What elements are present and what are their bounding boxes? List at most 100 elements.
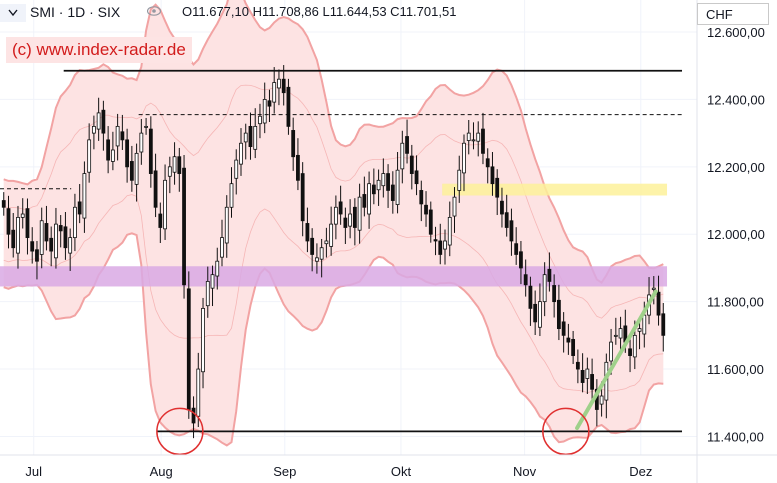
candle-body-93 bbox=[443, 240, 447, 250]
candle-body-30 bbox=[144, 125, 148, 128]
candle-body-10 bbox=[49, 237, 54, 252]
y-tick-label-5: 12.400,00 bbox=[707, 92, 765, 107]
candle-body-109 bbox=[519, 251, 523, 269]
candle-body-80 bbox=[381, 173, 386, 187]
candle-body-4 bbox=[20, 213, 25, 218]
candle-body-124 bbox=[590, 374, 595, 390]
candle-body-106 bbox=[504, 212, 509, 228]
candle-body-115 bbox=[547, 268, 552, 282]
watermark: (c) www.index-radar.de bbox=[6, 37, 192, 63]
candle-body-108 bbox=[514, 243, 519, 255]
candle-body-81 bbox=[386, 173, 390, 191]
candle-body-0 bbox=[1, 200, 6, 208]
candle-body-55 bbox=[262, 99, 267, 124]
candle-body-28 bbox=[134, 152, 139, 185]
candle-body-113 bbox=[538, 301, 542, 328]
candle-body-85 bbox=[405, 136, 409, 154]
y-tick-label-1: 11.600,00 bbox=[707, 362, 764, 377]
candle-body-20 bbox=[96, 112, 101, 130]
candle-body-44 bbox=[210, 274, 215, 289]
yellow-zone bbox=[442, 183, 668, 196]
candle-body-49 bbox=[234, 159, 239, 179]
candle-body-45 bbox=[215, 260, 220, 277]
candle-body-86 bbox=[409, 155, 414, 174]
candle-body-61 bbox=[291, 130, 296, 158]
candle-body-60 bbox=[286, 86, 291, 127]
bollinger-inner-upper bbox=[3, 84, 664, 319]
marker-low-aug bbox=[156, 407, 204, 456]
candle-body-9 bbox=[44, 223, 49, 242]
candle-body-7 bbox=[35, 249, 39, 262]
candle-body-73 bbox=[348, 213, 353, 227]
candle-body-103 bbox=[490, 166, 495, 185]
candle-body-41 bbox=[196, 368, 201, 417]
candle-body-133 bbox=[632, 334, 637, 358]
bollinger-band-fill bbox=[3, 0, 664, 446]
candle-body-110 bbox=[523, 274, 528, 286]
candle-body-29 bbox=[139, 132, 144, 153]
candle-body-42 bbox=[201, 307, 205, 373]
price-axis-bg bbox=[697, 0, 777, 483]
candle-body-33 bbox=[158, 213, 163, 228]
candle-body-111 bbox=[528, 285, 533, 309]
candle-body-134 bbox=[637, 328, 642, 332]
candle-body-52 bbox=[248, 125, 253, 148]
x-tick-label-2: Sep bbox=[273, 464, 296, 479]
candle-body-32 bbox=[153, 170, 158, 208]
candle-body-64 bbox=[305, 223, 310, 242]
candle-body-65 bbox=[310, 237, 315, 255]
candle-body-37 bbox=[177, 156, 182, 174]
candle-body-12 bbox=[58, 225, 63, 232]
candle-body-89 bbox=[424, 204, 428, 215]
candle-body-132 bbox=[628, 348, 632, 356]
candle-body-122 bbox=[580, 370, 585, 383]
bollinger-lower-line bbox=[3, 232, 664, 447]
candle-body-75 bbox=[357, 196, 362, 231]
candle-body-139 bbox=[661, 313, 666, 336]
currency-selector[interactable]: CHF bbox=[697, 3, 769, 25]
bollinger-upper-line bbox=[3, 0, 664, 284]
candle-body-5 bbox=[25, 208, 30, 239]
candle-body-74 bbox=[352, 206, 357, 228]
candle-body-23 bbox=[110, 149, 115, 162]
candle-body-105 bbox=[500, 200, 504, 215]
collapse-arrow-icon[interactable] bbox=[0, 4, 26, 22]
candle-body-99 bbox=[471, 139, 476, 142]
candle-body-22 bbox=[106, 139, 111, 161]
ohlc-values: O11.677,10 H11.708,86 L11.644,53 C11.701… bbox=[182, 4, 457, 19]
candle-body-19 bbox=[91, 125, 96, 134]
candle-body-24 bbox=[115, 125, 120, 147]
candle-body-43 bbox=[205, 281, 210, 307]
candle-body-6 bbox=[30, 241, 35, 252]
candle-body-137 bbox=[651, 287, 656, 290]
candle-body-50 bbox=[239, 142, 243, 165]
candle-body-27 bbox=[129, 161, 134, 181]
candle-body-70 bbox=[333, 206, 338, 225]
candle-body-71 bbox=[338, 201, 343, 215]
candle-body-18 bbox=[87, 139, 92, 173]
candle-body-15 bbox=[73, 206, 77, 239]
candle-body-84 bbox=[400, 142, 405, 170]
candle-body-138 bbox=[656, 291, 661, 316]
candle-body-51 bbox=[243, 132, 248, 143]
candle-body-21 bbox=[101, 109, 106, 134]
candle-body-120 bbox=[571, 338, 576, 356]
candle-body-128 bbox=[609, 341, 613, 362]
candle-body-123 bbox=[585, 368, 590, 379]
candle-body-76 bbox=[362, 194, 367, 208]
visibility-eye-icon[interactable] bbox=[147, 6, 161, 16]
x-tick-label-1: Aug bbox=[150, 464, 173, 479]
candle-body-77 bbox=[367, 183, 371, 215]
candle-body-16 bbox=[77, 201, 82, 215]
candle-body-11 bbox=[54, 223, 58, 259]
candle-body-107 bbox=[509, 220, 514, 242]
purple-zone bbox=[0, 266, 668, 287]
candle-body-58 bbox=[277, 78, 281, 89]
candle-body-2 bbox=[11, 229, 16, 249]
candle-body-97 bbox=[462, 142, 466, 174]
candle-body-17 bbox=[82, 173, 87, 219]
symbol-title[interactable]: SMI · 1D · SIX bbox=[30, 4, 121, 20]
candle-body-95 bbox=[452, 196, 457, 217]
y-tick-label-6: 12.600,00 bbox=[707, 25, 765, 40]
